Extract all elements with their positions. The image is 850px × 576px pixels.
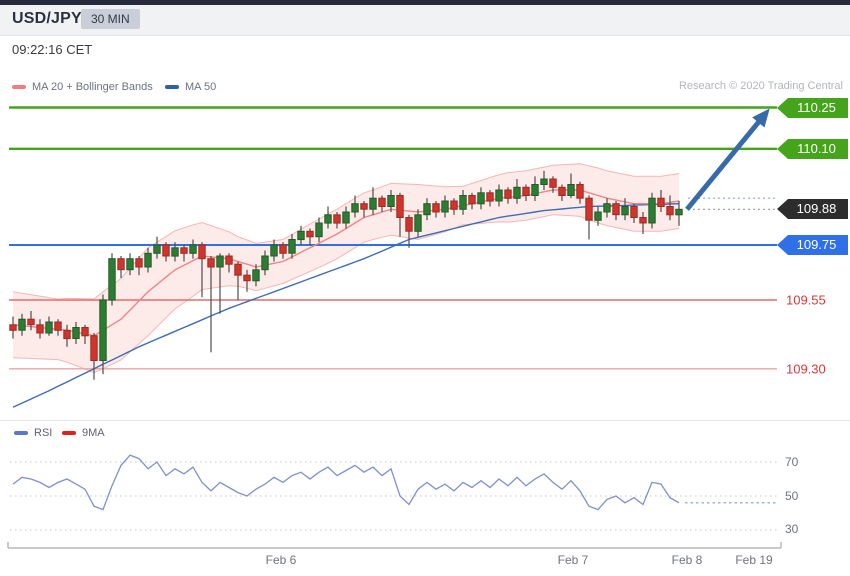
symbol-title: USD/JPY [12, 10, 82, 27]
bollinger-lower-edge [12, 214, 680, 374]
top-accent-strip [0, 0, 850, 5]
xaxis-label-feb8: Feb 8 [671, 553, 703, 567]
xaxis-label-feb7: Feb 7 [557, 553, 589, 567]
nine-ma-legend-label: 9MA [82, 427, 105, 439]
legend-9ma: 9MA [62, 427, 105, 439]
xaxis-label-feb6: Feb 6 [265, 553, 297, 567]
ma20-legend-dash-icon [12, 85, 26, 89]
panel-divider [0, 420, 850, 421]
research-credit: Research © 2020 Trading Central [678, 80, 843, 92]
ma20-legend-label: MA 20 + Bollinger Bands [32, 81, 153, 93]
ma50-legend-dash-icon [165, 85, 179, 89]
price-tag-110.25: 110.25 [777, 98, 848, 118]
legend-rsi: RSI [14, 427, 52, 439]
chart-header: USD/JPY 30 MIN [0, 5, 850, 36]
legend-ma50: MA 50 [165, 81, 216, 93]
price-tag-109.88: 109.88 [777, 199, 848, 219]
ma50-legend-label: MA 50 [185, 81, 217, 93]
xaxis-label-feb19: Feb 19 [735, 553, 773, 567]
price-text-109.30: 109.30 [786, 361, 826, 377]
price-text-109.55: 109.55 [786, 292, 826, 308]
rsi-legend-label: RSI [34, 427, 53, 439]
legend-ma20-bollinger: MA 20 + Bollinger Bands [12, 81, 153, 93]
price-tag-109.75: 109.75 [777, 235, 848, 255]
timestamp: 09:22:16 CET [12, 42, 93, 57]
bollinger-upper-edge [12, 163, 680, 300]
bullish-forecast-arrow [685, 108, 770, 211]
rsi-tick-30: 30 [785, 522, 799, 536]
rsi-legend-dash-icon [14, 431, 28, 435]
rsi-subchart[interactable] [0, 445, 850, 555]
nine-ma-legend-dash-icon [62, 431, 76, 435]
timeframe-badge[interactable]: 30 MIN [81, 9, 140, 29]
rsi-line [12, 454, 680, 511]
main-price-chart[interactable] [0, 95, 850, 420]
price-tag-110.10: 110.10 [777, 139, 848, 159]
ma50-line [12, 203, 680, 408]
rsi-tick-70: 70 [785, 455, 799, 469]
rsi-tick-50: 50 [785, 489, 799, 503]
